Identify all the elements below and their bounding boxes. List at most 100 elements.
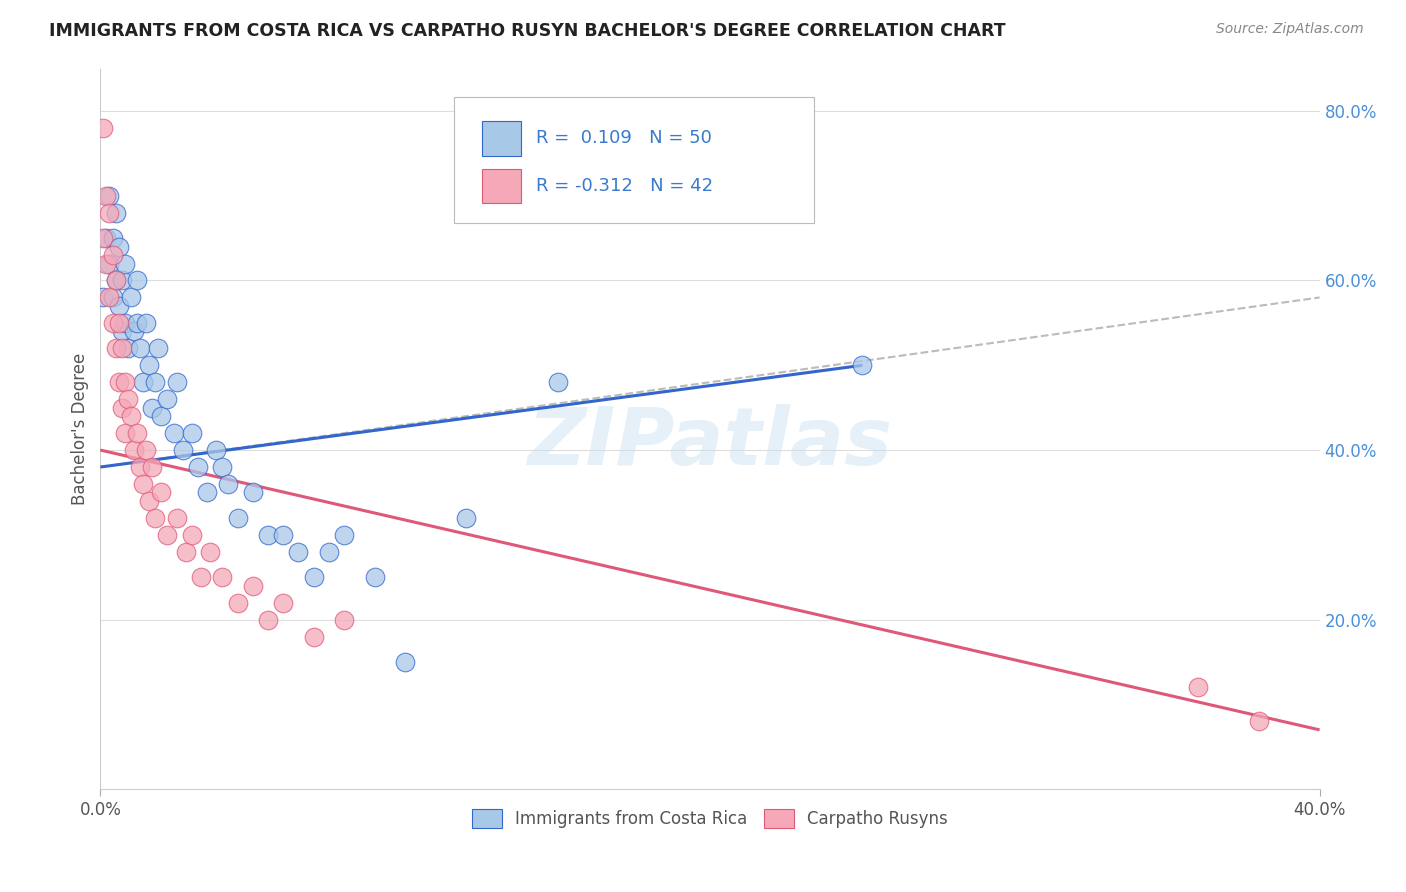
- Text: ZIPatlas: ZIPatlas: [527, 404, 893, 483]
- Point: [111, 273, 134, 287]
- Point: [96, 256, 118, 270]
- Point: [125, 316, 148, 330]
- Point: [96, 188, 118, 202]
- Text: R = -0.312   N = 42: R = -0.312 N = 42: [536, 177, 713, 195]
- Point: [1187, 681, 1209, 695]
- Point: [148, 341, 170, 355]
- Point: [547, 376, 569, 390]
- Point: [187, 460, 209, 475]
- Point: [1247, 714, 1270, 729]
- Point: [93, 290, 115, 304]
- Point: [141, 401, 163, 415]
- Point: [101, 316, 124, 330]
- Legend: Immigrants from Costa Rica, Carpatho Rusyns: Immigrants from Costa Rica, Carpatho Rus…: [465, 803, 955, 835]
- Point: [93, 231, 115, 245]
- Point: [226, 511, 249, 525]
- Point: [172, 443, 194, 458]
- Point: [302, 570, 325, 584]
- Point: [242, 485, 264, 500]
- Text: IMMIGRANTS FROM COSTA RICA VS CARPATHO RUSYN BACHELOR'S DEGREE CORRELATION CHART: IMMIGRANTS FROM COSTA RICA VS CARPATHO R…: [49, 22, 1005, 40]
- Point: [96, 231, 118, 245]
- Point: [125, 273, 148, 287]
- Point: [125, 426, 148, 441]
- Point: [851, 359, 873, 373]
- Point: [150, 485, 173, 500]
- Point: [135, 316, 157, 330]
- Point: [242, 579, 264, 593]
- Point: [156, 528, 179, 542]
- Point: [190, 570, 212, 584]
- Point: [132, 376, 155, 390]
- Point: [456, 511, 478, 525]
- Point: [98, 290, 121, 304]
- Point: [114, 426, 136, 441]
- Point: [107, 239, 129, 253]
- Point: [122, 324, 145, 338]
- Point: [156, 392, 179, 407]
- Point: [257, 528, 280, 542]
- Point: [104, 273, 127, 287]
- Point: [104, 273, 127, 287]
- Point: [333, 528, 356, 542]
- Point: [120, 409, 142, 424]
- Point: [150, 409, 173, 424]
- Point: [132, 477, 155, 491]
- Point: [122, 443, 145, 458]
- Point: [104, 341, 127, 355]
- Point: [205, 443, 228, 458]
- Point: [257, 613, 280, 627]
- Point: [107, 376, 129, 390]
- Point: [166, 511, 188, 525]
- Point: [143, 511, 166, 525]
- Point: [302, 630, 325, 644]
- Point: [101, 248, 124, 262]
- Point: [101, 290, 124, 304]
- Point: [111, 401, 134, 415]
- Point: [114, 256, 136, 270]
- Point: [114, 376, 136, 390]
- Point: [98, 256, 121, 270]
- Point: [217, 477, 239, 491]
- Bar: [482, 121, 522, 156]
- Text: R =  0.109   N = 50: R = 0.109 N = 50: [536, 129, 711, 147]
- Point: [93, 120, 115, 135]
- Point: [318, 545, 340, 559]
- Point: [198, 545, 221, 559]
- Point: [180, 528, 202, 542]
- Point: [363, 570, 385, 584]
- Point: [271, 528, 294, 542]
- Point: [226, 596, 249, 610]
- Point: [271, 596, 294, 610]
- Point: [162, 426, 184, 441]
- Point: [129, 341, 152, 355]
- FancyBboxPatch shape: [454, 97, 814, 224]
- Text: Source: ZipAtlas.com: Source: ZipAtlas.com: [1216, 22, 1364, 37]
- Bar: [482, 169, 522, 203]
- Point: [138, 359, 160, 373]
- Point: [166, 376, 188, 390]
- Point: [120, 290, 142, 304]
- Point: [98, 188, 121, 202]
- Point: [195, 485, 218, 500]
- Point: [143, 376, 166, 390]
- Point: [129, 460, 152, 475]
- Point: [287, 545, 309, 559]
- Point: [107, 299, 129, 313]
- Point: [117, 341, 139, 355]
- Point: [111, 341, 134, 355]
- Point: [135, 443, 157, 458]
- Y-axis label: Bachelor's Degree: Bachelor's Degree: [72, 352, 89, 505]
- Point: [107, 316, 129, 330]
- Point: [138, 494, 160, 508]
- Point: [117, 392, 139, 407]
- Point: [98, 205, 121, 219]
- Point: [394, 655, 416, 669]
- Point: [333, 613, 356, 627]
- Point: [111, 324, 134, 338]
- Point: [174, 545, 197, 559]
- Point: [141, 460, 163, 475]
- Point: [211, 570, 233, 584]
- Point: [114, 316, 136, 330]
- Point: [104, 205, 127, 219]
- Point: [180, 426, 202, 441]
